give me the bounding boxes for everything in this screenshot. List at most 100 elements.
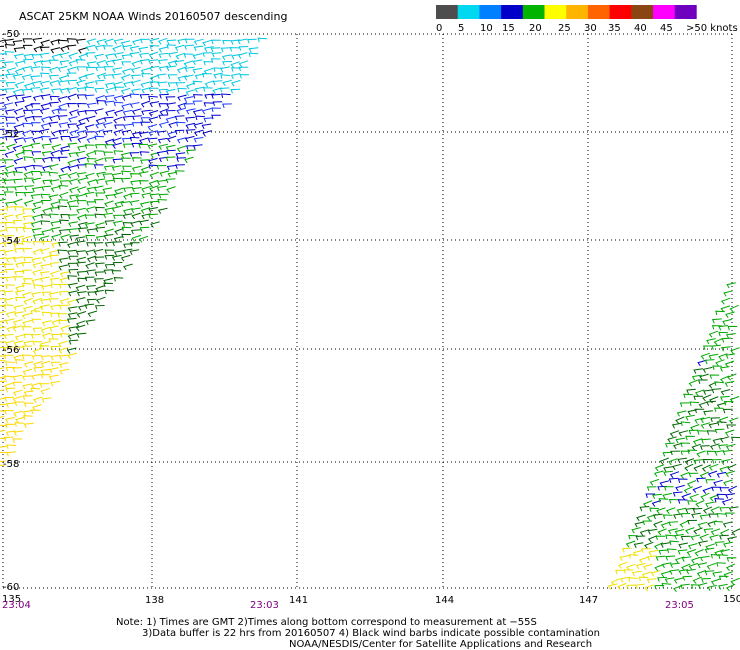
legend-swatch bbox=[479, 5, 502, 19]
wind-barb bbox=[121, 137, 132, 143]
wind-barb bbox=[699, 555, 710, 562]
wind-barb bbox=[647, 535, 658, 543]
wind-barb bbox=[714, 428, 725, 434]
wind-barb bbox=[3, 249, 14, 256]
wind-barb bbox=[3, 179, 14, 185]
wind-barb bbox=[66, 66, 77, 74]
wind-barb bbox=[166, 135, 177, 143]
wind-barb bbox=[85, 131, 95, 136]
wind-barb bbox=[132, 38, 142, 46]
wind-barb bbox=[67, 282, 78, 289]
wind-barb bbox=[687, 519, 697, 525]
wind-barb bbox=[22, 375, 33, 381]
wind-barb bbox=[113, 81, 123, 88]
wind-barb bbox=[68, 59, 78, 67]
wind-barb bbox=[84, 303, 95, 309]
wind-barb bbox=[719, 465, 729, 473]
wind-barb bbox=[15, 191, 25, 197]
wind-barb bbox=[48, 74, 59, 80]
wind-barb bbox=[105, 87, 115, 94]
wind-barb bbox=[220, 93, 231, 99]
wind-barb bbox=[50, 220, 61, 227]
wind-barb bbox=[130, 79, 141, 87]
wind-barb bbox=[113, 191, 123, 199]
wind-barb bbox=[93, 185, 104, 192]
wind-barb bbox=[58, 264, 69, 271]
lat-label-58: -58 bbox=[3, 459, 19, 470]
time-label-mid: 23:03 bbox=[250, 600, 279, 611]
wind-barb bbox=[708, 353, 719, 360]
wind-barb bbox=[662, 451, 673, 457]
wind-barb bbox=[700, 422, 711, 429]
wind-barb bbox=[726, 282, 736, 289]
wind-barb bbox=[86, 157, 97, 163]
wind-barb bbox=[66, 347, 77, 354]
wind-barb bbox=[13, 243, 23, 248]
wind-barb bbox=[12, 395, 23, 403]
wind-barb bbox=[0, 74, 5, 77]
wind-barb bbox=[3, 304, 14, 309]
wind-barb bbox=[13, 123, 24, 131]
wind-barb bbox=[129, 200, 140, 206]
wind-barb bbox=[32, 37, 43, 44]
wind-barb bbox=[5, 417, 15, 423]
wind-barb bbox=[139, 59, 150, 65]
wind-barb bbox=[220, 74, 230, 79]
wind-barb bbox=[0, 171, 7, 178]
wind-barb bbox=[121, 61, 131, 66]
wind-barb bbox=[138, 180, 149, 185]
wind-barb bbox=[148, 51, 159, 59]
legend-swatch bbox=[522, 5, 545, 19]
wind-barb bbox=[721, 459, 731, 465]
wind-barb bbox=[686, 549, 697, 556]
wind-barb bbox=[668, 498, 679, 504]
wind-barb bbox=[5, 284, 15, 289]
wind-barb bbox=[677, 549, 688, 555]
wind-barb bbox=[697, 562, 708, 569]
wind-barb bbox=[14, 100, 25, 107]
wind-barb bbox=[0, 59, 5, 62]
wind-barb bbox=[22, 319, 33, 327]
wind-barb bbox=[677, 457, 688, 464]
wind-barb bbox=[30, 108, 41, 115]
wind-barb bbox=[651, 500, 662, 507]
wind-barb bbox=[111, 254, 122, 261]
wind-barb bbox=[23, 58, 33, 64]
wind-barb bbox=[30, 194, 41, 200]
wind-barb bbox=[211, 39, 221, 45]
wind-barb bbox=[222, 103, 232, 109]
wind-barb bbox=[86, 186, 97, 193]
wind-barb bbox=[689, 493, 699, 501]
wind-barb bbox=[646, 486, 657, 491]
wind-barb bbox=[120, 152, 131, 159]
wind-barb bbox=[653, 520, 663, 528]
wind-barb bbox=[57, 65, 68, 72]
wind-barb bbox=[32, 164, 43, 170]
wind-barb bbox=[95, 226, 106, 233]
wind-barb bbox=[140, 121, 151, 127]
wind-barb bbox=[49, 277, 60, 284]
wind-barb bbox=[3, 297, 14, 304]
wind-barb bbox=[185, 129, 196, 135]
wind-barb bbox=[653, 542, 664, 550]
wind-barb bbox=[21, 144, 32, 151]
wind-barb bbox=[685, 507, 695, 514]
wind-barb bbox=[22, 215, 33, 221]
wind-barb bbox=[93, 199, 104, 204]
wind-barb bbox=[40, 116, 51, 123]
wind-barb bbox=[59, 271, 70, 278]
wind-barb bbox=[77, 145, 87, 151]
wind-barb bbox=[655, 555, 666, 561]
wind-barb bbox=[112, 45, 122, 53]
wind-barb bbox=[664, 442, 675, 448]
note-line-3: NOAA/NESDIS/Center for Satellite Applica… bbox=[289, 639, 592, 650]
legend-swatch bbox=[436, 5, 458, 19]
wind-barb bbox=[50, 201, 60, 208]
wind-barb bbox=[0, 424, 8, 427]
wind-barb bbox=[719, 528, 730, 537]
wind-barb bbox=[123, 186, 133, 193]
wind-barb bbox=[4, 43, 15, 49]
wind-barb bbox=[77, 227, 88, 233]
wind-barb bbox=[166, 164, 177, 171]
wind-barb bbox=[220, 66, 230, 73]
